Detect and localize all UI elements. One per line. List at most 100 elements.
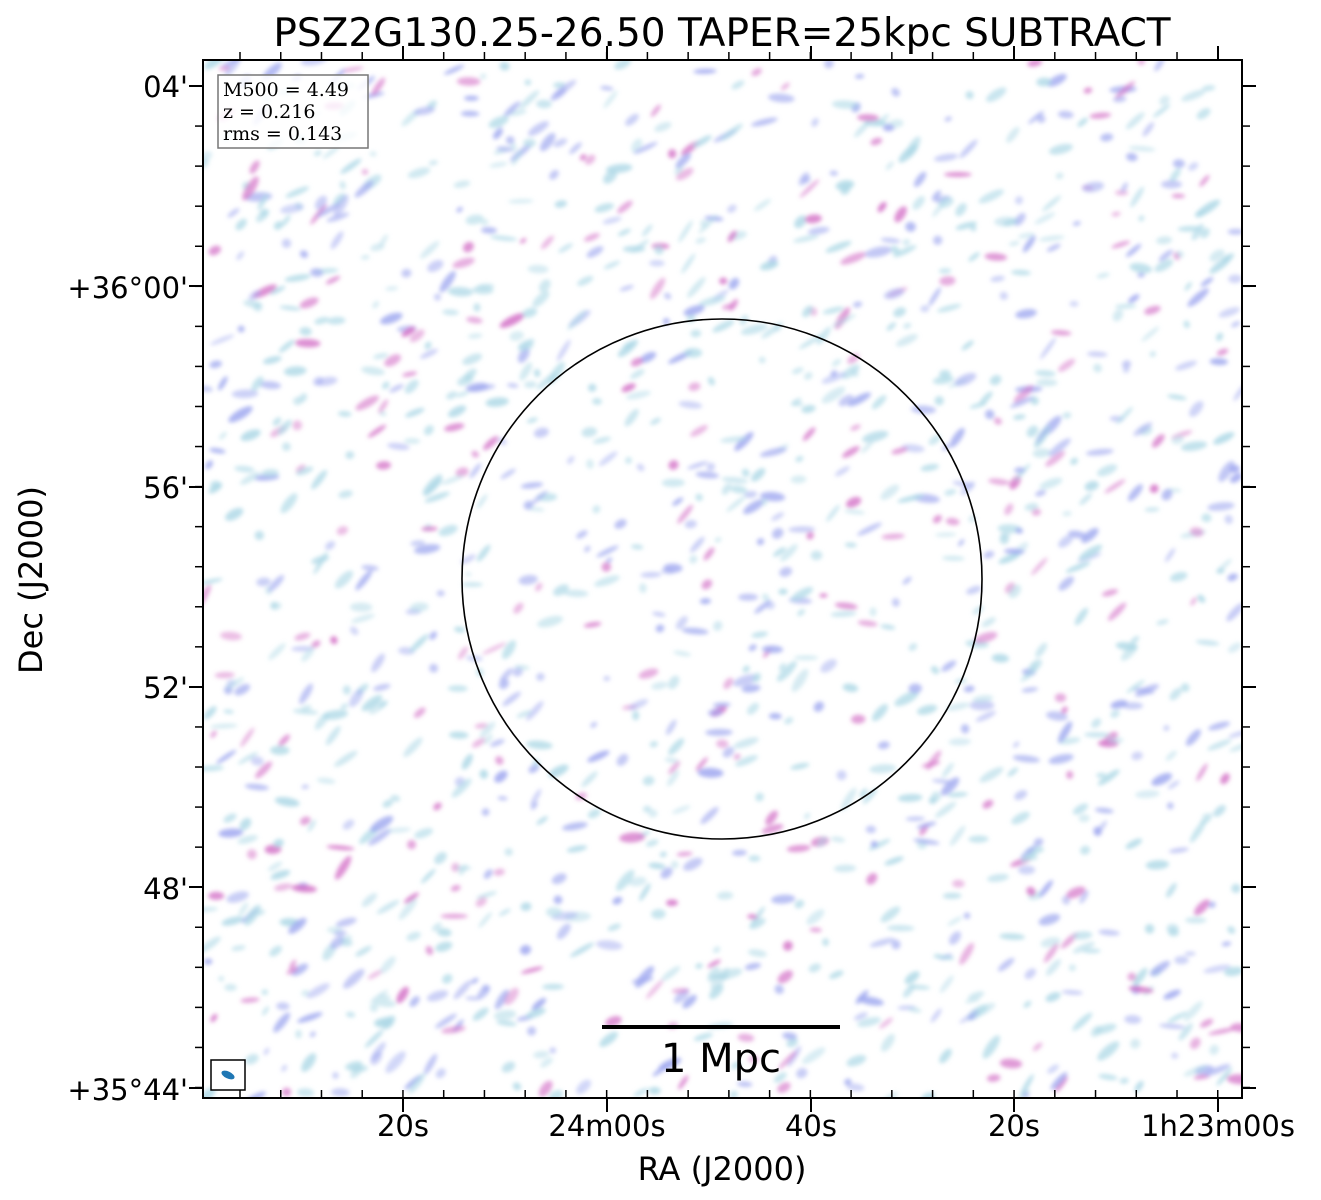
emission-blob [526,700,544,721]
emission-blob [862,430,889,443]
emission-blob [533,1050,550,1059]
emission-blob [731,1061,741,1070]
emission-blob [569,942,595,958]
emission-blob [948,738,971,746]
emission-blob [228,406,253,423]
emission-blob [237,325,245,333]
emission-blob [727,204,737,213]
emission-blob [482,642,507,655]
emission-blob [931,190,942,201]
y-tick-label: 48' [143,872,188,906]
emission-blob [1033,838,1044,847]
emission-blob [794,899,805,909]
emission-blob [1184,951,1196,956]
emission-blob [869,607,877,617]
emission-blob [465,996,481,1001]
emission-blob [370,243,385,252]
emission-blob [619,285,634,292]
emission-blob [689,555,698,564]
emission-blob [667,149,677,159]
emission-blob [854,1012,868,1021]
emission-blob [659,851,667,858]
emission-blob [840,787,857,811]
emission-blob [879,1017,893,1029]
emission-blob [237,835,258,844]
emission-blob [870,840,878,848]
emission-blob [804,372,813,380]
emission-blob [870,137,883,146]
emission-blob [605,1016,622,1027]
emission-blob [270,869,291,880]
emission-blob [1038,235,1065,242]
emission-blob [835,180,855,191]
emission-blob [526,417,538,424]
emission-blob [281,1064,288,1072]
emission-blob [1039,477,1063,490]
emission-blob [776,661,797,682]
emission-blob [361,694,383,712]
emission-blob [1229,742,1242,752]
emission-blob [756,538,765,546]
emission-blob [945,702,970,711]
emission-blob [857,114,880,122]
emission-blob [709,984,724,999]
emission-blob [299,816,311,826]
emission-blob [483,869,493,879]
emission-blob [447,286,473,297]
emission-blob [893,245,917,258]
emission-blob [226,891,249,903]
emission-blob [632,710,640,721]
emission-blob [384,354,401,367]
emission-blob [642,776,655,786]
emission-blob [1141,326,1160,342]
emission-blob [617,339,639,358]
emission-blob [761,593,770,602]
emission-blob [831,100,859,109]
emission-blob [566,455,575,465]
emission-blob [296,466,314,476]
emission-blob [355,945,372,957]
emission-blob [983,550,995,559]
emission-blob [330,935,345,949]
emission-blob [750,117,778,127]
emission-blob [259,381,282,390]
emission-blob [631,976,654,984]
emission-blob [577,275,594,286]
emission-blob [1151,773,1173,786]
emission-blob [462,353,483,365]
emission-blob [1022,853,1038,861]
emission-blob [1202,85,1216,92]
emission-blob [447,685,468,692]
emission-blob [1138,215,1145,222]
emission-blob [1167,394,1187,400]
emission-blob [932,778,953,784]
emission-blob [575,792,587,801]
emission-blob [1014,212,1026,226]
emission-blob [297,1088,315,1097]
emission-blob [944,172,972,177]
emission-blob [273,838,284,848]
emission-blob [1121,360,1132,369]
emission-blob [452,257,475,269]
emission-blob [429,663,439,673]
emission-blob [558,243,573,253]
emission-blob [834,466,850,477]
emission-blob [249,160,260,174]
emission-blob [755,792,764,802]
emission-blob [816,836,828,848]
emission-blob [533,427,549,438]
emission-blob [820,659,837,673]
emission-blob [1130,186,1144,208]
emission-blob [532,759,540,767]
emission-blob [1124,1014,1142,1024]
emission-blob [519,90,540,110]
emission-blob [857,522,882,536]
emission-blob [438,524,458,537]
emission-blob [1209,249,1225,262]
emission-blob [270,745,290,755]
emission-blob [295,464,306,473]
emission-blob [235,218,247,231]
emission-blob [999,291,1008,301]
emission-blob [485,397,509,407]
emission-blob [1047,73,1067,87]
